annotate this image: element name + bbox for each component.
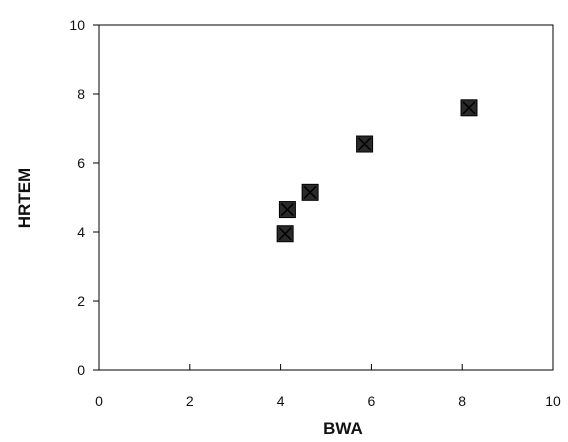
y-tick-label: 2 [77, 293, 85, 309]
x-axis-ticks: 0 2 4 6 8 10 [95, 364, 561, 409]
x-tick-label: 8 [458, 393, 466, 409]
y-tick-label: 0 [77, 362, 85, 378]
x-tick-label: 0 [95, 393, 103, 409]
data-point [276, 225, 294, 243]
plot-area [98, 24, 554, 371]
data-points [276, 99, 478, 243]
data-point [278, 201, 296, 219]
y-axis-ticks: 0 2 4 6 8 10 [69, 17, 99, 378]
data-point [356, 135, 374, 153]
y-tick-label: 10 [69, 17, 85, 33]
x-tick-label: 10 [545, 393, 561, 409]
x-tick-label: 6 [368, 393, 376, 409]
y-tick-label: 4 [77, 224, 85, 240]
y-tick-label: 6 [77, 155, 85, 171]
y-axis-title: HRTEM [15, 168, 34, 228]
x-tick-label: 4 [277, 393, 285, 409]
y-tick-label: 8 [77, 86, 85, 102]
x-axis-title: BWA [323, 419, 363, 438]
data-point [460, 99, 478, 117]
x-tick-label: 2 [186, 393, 194, 409]
data-point [301, 183, 319, 201]
